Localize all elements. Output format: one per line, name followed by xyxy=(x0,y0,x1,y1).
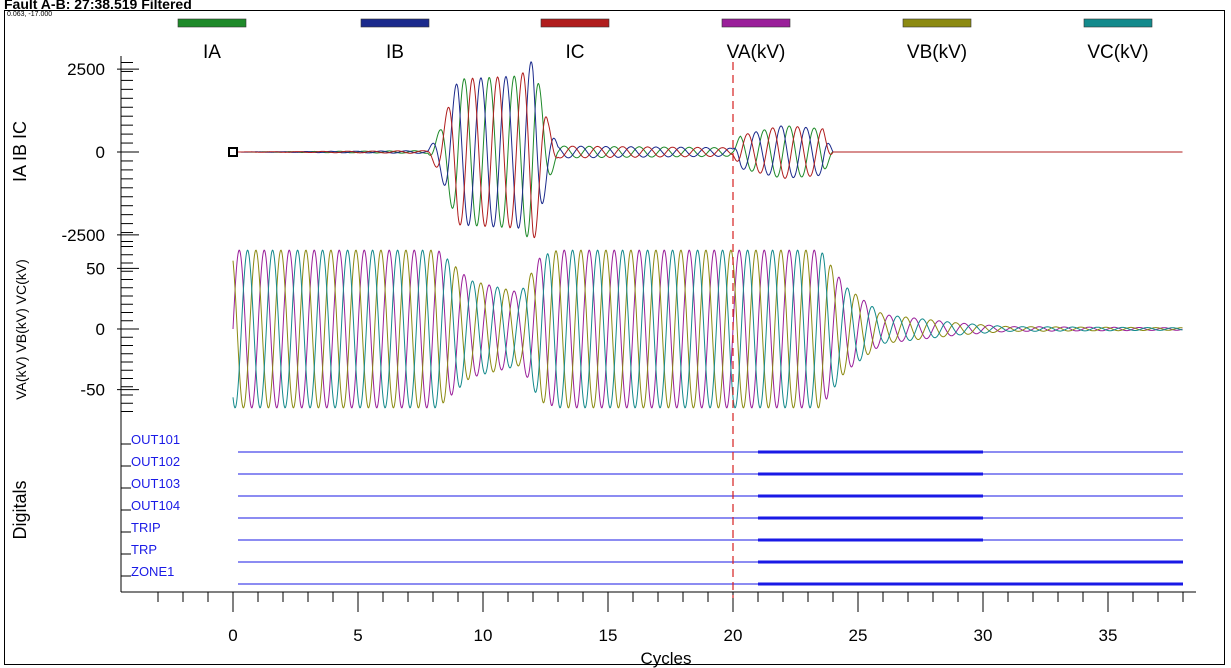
digital-channel-label: TRIP xyxy=(131,520,161,535)
legend-label: IB xyxy=(386,42,404,63)
axes: 0 5 10 15 20 25 30 35 2500 0 -2500 IA IB IC 50 0 -50 VA… xyxy=(10,56,1196,645)
digital-channel-label: TRP xyxy=(131,542,157,557)
chart-frame xyxy=(4,10,1225,665)
legend-label: VB(kV) xyxy=(907,42,967,63)
x-tick-label: 15 xyxy=(599,626,618,645)
y-axis-label: Digitals xyxy=(10,480,30,539)
x-tick-label: 35 xyxy=(1099,626,1118,645)
x-tick-label: 25 xyxy=(849,626,868,645)
traces xyxy=(228,61,1183,409)
legend-label: VA(kV) xyxy=(727,42,786,63)
x-tick-label: 0 xyxy=(228,626,237,645)
legend-label: IA xyxy=(203,42,221,63)
trace-vc-kv- xyxy=(232,249,1183,409)
digital-channel-label: ZONE1 xyxy=(131,564,174,579)
digital-channel-label: OUT104 xyxy=(131,498,180,513)
y-tick-label: 0 xyxy=(96,320,105,339)
legend-swatch xyxy=(902,18,972,28)
y-tick-label: -2500 xyxy=(62,226,105,245)
digital-channel-label: OUT102 xyxy=(131,454,180,469)
legend-swatch xyxy=(721,18,791,28)
y-tick-label: -50 xyxy=(80,381,105,400)
legend: IA IB IC VA(kV) VB(kV) VC(kV) xyxy=(177,18,1153,63)
y-axis-label: IA IB IC xyxy=(10,121,30,182)
y-tick-label: 0 xyxy=(96,143,105,162)
x-tick-label: 5 xyxy=(353,626,362,645)
cursor-readout: 0.063, -17.000 xyxy=(7,11,53,18)
legend-swatch xyxy=(177,18,247,28)
y-axis-label: VA(kV) VB(kV) VC(kV) xyxy=(13,259,29,400)
trace-ib xyxy=(233,61,1183,229)
legend-swatch xyxy=(1083,18,1153,28)
digital-channel-label: OUT101 xyxy=(131,432,180,447)
digital-channel-label: OUT103 xyxy=(131,476,180,491)
x-tick-label: 30 xyxy=(974,626,993,645)
y-tick-label: 50 xyxy=(86,259,105,278)
start-marker xyxy=(228,147,238,157)
x-tick-label: 20 xyxy=(724,626,743,645)
window-title: Fault A-B: 27:38.519 Filtered xyxy=(4,0,192,12)
x-axis-label: Cycles xyxy=(640,649,691,668)
trace-va-kv- xyxy=(232,249,1183,409)
trace-ic xyxy=(233,72,1183,239)
trace-ia xyxy=(233,75,1183,238)
digitals-panel: OUT101 OUT102 OUT103 OUT104 TRIP TRP ZONE1 xyxy=(121,432,1183,586)
legend-label: IC xyxy=(566,42,585,63)
trace-vb-kv- xyxy=(232,249,1183,409)
legend-swatch xyxy=(540,18,610,28)
x-tick-label: 10 xyxy=(474,626,493,645)
legend-label: VC(kV) xyxy=(1087,42,1148,63)
legend-swatch xyxy=(360,18,430,28)
y-tick-label: 2500 xyxy=(67,60,105,79)
